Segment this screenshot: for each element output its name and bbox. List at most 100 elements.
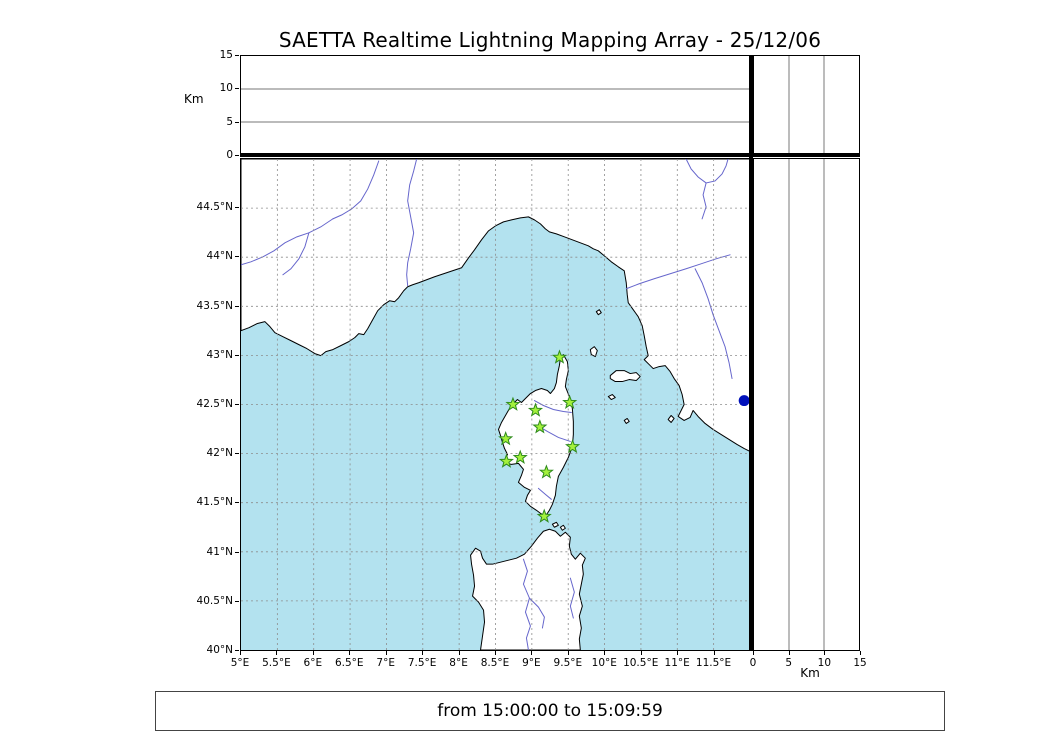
tick-mark [235,502,239,504]
lma-station-marker [536,508,552,523]
altitude-corner-canvas [788,56,825,155]
lon-tick-label: 11°E [664,657,690,669]
lon-tick-label: 7.5°E [407,657,437,669]
tick-mark [235,600,239,602]
river [694,268,733,380]
lon-tick-label: 9°E [522,657,541,669]
island-pianosa [607,394,616,401]
right-altitude-tick-label: 0 [749,657,757,669]
rivers [241,159,733,650]
tick-mark [824,651,826,655]
tick-mark [677,651,679,655]
tick-mark [349,651,351,655]
lon-tick-label: 11.5°E [695,657,732,669]
altitude-latitude-canvas [788,159,825,650]
lat-tick-label: 43°N [206,348,233,361]
tick-mark [860,651,861,655]
tick-mark [604,651,606,655]
lat-tick-label: 42°N [206,447,233,460]
top-altitude-tick-label: 15 [219,49,233,61]
altitude-corner-panel [753,55,860,156]
river [569,577,575,619]
river [406,159,418,287]
river [282,232,310,276]
tick-mark [495,651,496,655]
lma-stations [498,349,581,523]
horizontal-divider [240,153,860,157]
altitude-longitude-panel [240,55,751,156]
lat-tick-label: 42.5°N [196,398,233,410]
lma-station-marker [498,430,514,446]
tick-mark [567,651,569,655]
lma-station-marker [551,349,568,364]
lon-tick-label: 6°E [303,657,323,669]
lon-tick-label: 5.5°E [262,657,291,669]
lma-station-marker [498,453,514,468]
map-canvas [241,159,750,650]
river [685,159,729,184]
lat-tick-label: 41.5°N [196,496,233,509]
map-gridlines [241,159,750,650]
altitude-longitude-canvas [241,88,750,123]
lon-tick-label: 6.5°E [334,657,364,669]
tick-mark [235,256,239,258]
river [522,558,531,650]
river [241,218,334,266]
tick-mark [788,651,790,655]
tick-mark [531,651,533,655]
tick-mark [385,651,387,655]
page-title: SAETTA Realtime Lightning Mapping Array … [278,28,822,52]
geographic-map-panel [240,158,751,651]
tick-mark [235,453,239,455]
tick-mark [753,651,754,655]
island-gorgona [595,309,602,316]
lat-tick-label: 40.5°N [196,594,233,607]
lma-station-marker [512,449,528,464]
lon-tick-label: 8°E [449,657,468,669]
tick-mark [235,305,239,307]
top-altitude-tick-label: 5 [226,115,233,128]
right-altitude-tick-label: 10 [817,657,832,669]
lightning-event-dot [738,395,750,407]
tick-mark [235,354,239,356]
lat-tick-label: 41°N [206,545,233,558]
lon-tick-label: 8.5°E [480,657,510,669]
landmasses [241,159,750,650]
island-montecristo [623,417,630,424]
lat-tick-label: 44°N [206,250,233,263]
island-capraia [589,346,598,358]
tick-mark [235,55,239,56]
tick-mark [235,404,239,405]
lon-tick-label: 5°E [230,657,250,669]
lon-tick-label: 10°E [591,657,617,669]
lon-tick-label: 7°E [376,657,395,669]
island-giglio [667,414,675,423]
coastline-sardinia [470,528,586,650]
island-maddalena [551,521,559,528]
time-range-text: from 15:00:00 to 15:09:59 [437,701,663,721]
island-maddalena-2 [559,524,566,531]
island-elba [609,370,641,383]
right-altitude-tick-label: 15 [853,657,867,669]
tick-mark [240,651,241,655]
river [332,160,380,220]
top-altitude-axis-label: Km [184,92,204,106]
tick-mark [422,651,424,655]
lma-station-marker [562,394,578,409]
vertical-divider [749,55,753,651]
lat-tick-label: 44.5°N [196,201,233,214]
right-altitude-axis-label: Km [800,666,820,680]
lma-station-marker [527,402,544,417]
lon-tick-label: 9.5°E [553,657,583,669]
tick-mark [235,551,239,553]
time-range-box: from 15:00:00 to 15:09:59 [155,691,945,731]
lat-tick-label: 40°N [206,644,233,656]
top-altitude-tick-label: 10 [219,82,233,95]
lat-tick-label: 43.5°N [196,299,233,312]
lma-station-marker [532,419,548,434]
coastline-mainland-france-italy [241,159,750,452]
top-altitude-tick-label: 0 [226,149,233,161]
altitude-latitude-panel [753,158,860,651]
tick-mark [235,155,239,156]
